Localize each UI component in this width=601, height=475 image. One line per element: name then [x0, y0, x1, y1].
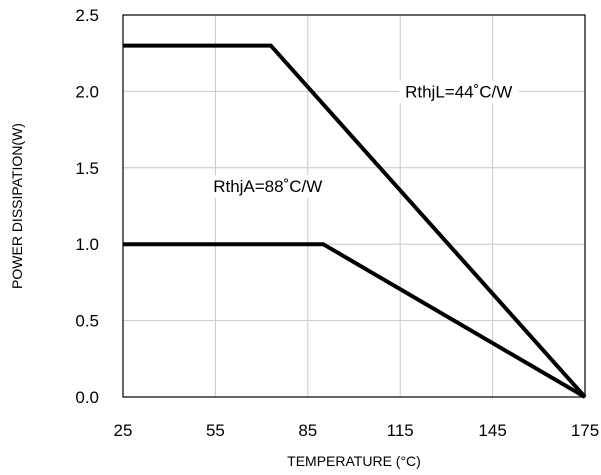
y-tick-label: 1.0: [75, 235, 99, 254]
x-tick-label: 25: [114, 421, 133, 440]
x-tick-label: 85: [298, 421, 317, 440]
series-line-2: [123, 242, 587, 399]
x-tick-label: 145: [478, 421, 506, 440]
annotations: RthjL=44˚C/W RthjA=88˚C/W: [207, 80, 519, 199]
annotation-2: RthjA=88˚C/W: [207, 175, 329, 199]
series-lines: [123, 43, 587, 399]
annotation-label: RthjL=44˚C/W: [405, 82, 512, 101]
x-tick-label: 55: [206, 421, 225, 440]
x-axis-title: TEMPERATURE (°C): [287, 453, 421, 469]
y-axis-title: POWER DISSIPATION(W): [9, 123, 25, 289]
tick-labels: 25 55 85 115 145 175 0.0 0.5 1.0 1.5 2.0 2.5: [75, 6, 599, 440]
series-line-1: [123, 43, 587, 399]
y-tick-label: 2.5: [75, 6, 99, 25]
gridlines: [123, 15, 585, 397]
annotation-backdrop: [207, 175, 329, 199]
x-tick-label: 115: [387, 421, 414, 440]
annotation-label: RthjA=88˚C/W: [213, 177, 322, 196]
y-tick-label: 1.5: [75, 159, 99, 178]
y-tick-label: 0.5: [75, 312, 99, 331]
y-tick-label: 0.0: [75, 388, 99, 407]
annotation-backdrop: [399, 80, 519, 104]
plot-frame: [122, 14, 586, 398]
y-tick-label: 2.0: [75, 82, 99, 101]
x-tick-label: 175: [571, 421, 599, 440]
annotation-1: RthjL=44˚C/W: [399, 80, 519, 104]
